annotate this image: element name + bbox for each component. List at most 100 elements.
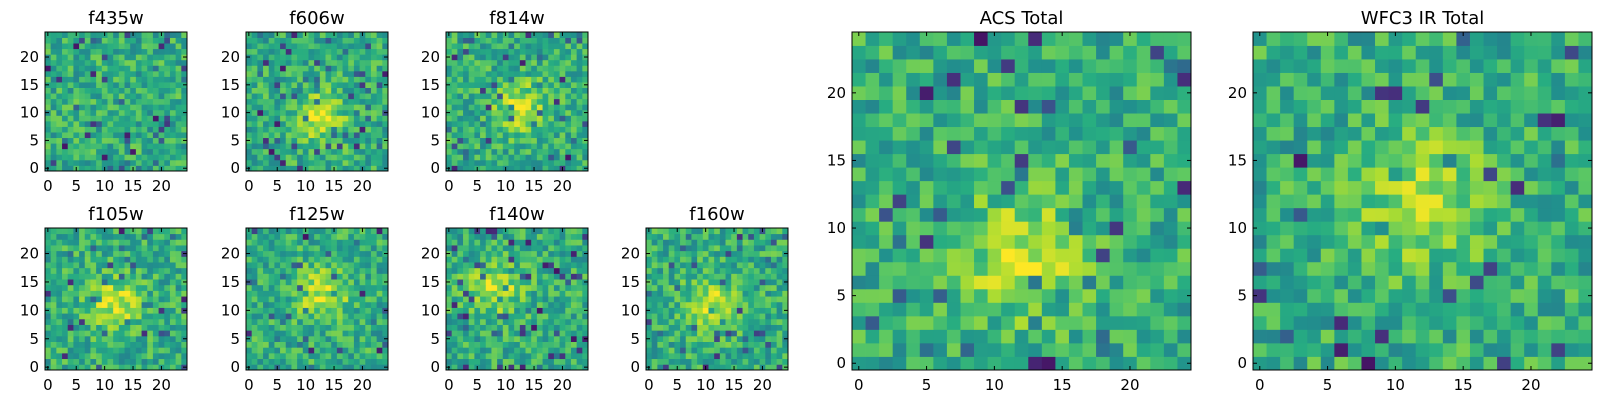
heatmap-cell <box>331 335 338 342</box>
heatmap-cell <box>118 262 125 269</box>
heatmap-cell <box>974 167 988 182</box>
heatmap-cell <box>84 98 91 105</box>
heatmap-cell <box>685 239 692 246</box>
heatmap-cell <box>668 262 675 269</box>
heatmap-cell <box>257 165 264 172</box>
heatmap-cell <box>79 352 86 360</box>
heatmap-cell <box>50 352 57 360</box>
heatmap-cell <box>45 115 52 122</box>
heatmap-cell <box>480 318 487 325</box>
heatmap-cell <box>152 262 159 269</box>
heatmap-cell <box>84 307 91 314</box>
heatmap-cell <box>468 98 475 105</box>
heatmap-cell <box>1041 315 1056 330</box>
heatmap-cell <box>257 98 264 105</box>
heatmap-cell <box>147 93 154 100</box>
heatmap-cell <box>274 37 281 44</box>
heatmap-cell <box>719 335 726 342</box>
heatmap-cell <box>463 54 470 61</box>
heatmap-cell <box>497 262 504 269</box>
heatmap-cell <box>353 284 360 291</box>
heatmap-cell <box>169 98 177 105</box>
heatmap-cell <box>485 48 492 55</box>
heatmap-cell <box>553 65 560 72</box>
heatmap-cell <box>342 154 349 161</box>
heatmap-cell <box>152 87 159 94</box>
heatmap-cell <box>62 290 69 297</box>
heatmap-cell <box>291 301 298 308</box>
heatmap-cell <box>297 98 304 105</box>
heatmap-cell <box>67 59 74 66</box>
heatmap-cell <box>56 120 63 127</box>
heatmap-cell <box>457 347 464 354</box>
heatmap-cell <box>56 273 63 280</box>
heatmap-cell <box>514 48 521 55</box>
heatmap-cell <box>101 335 108 342</box>
heatmap-cell <box>451 330 458 337</box>
heatmap-cell <box>308 284 315 291</box>
heatmap-cell <box>531 154 538 161</box>
heatmap-cell <box>525 296 532 303</box>
heatmap-cell <box>124 358 131 365</box>
heatmap-cell <box>1150 221 1165 236</box>
heatmap-cell <box>274 347 281 354</box>
heatmap-cell <box>101 262 108 269</box>
heatmap-cell <box>135 54 142 61</box>
heatmap-cell <box>1028 207 1043 222</box>
heatmap-cell <box>285 93 292 100</box>
heatmap-cell <box>101 148 108 155</box>
heatmap-cell <box>113 364 120 371</box>
heatmap-cell <box>45 296 52 303</box>
heatmap-cell <box>457 98 464 105</box>
heatmap-cell <box>45 330 52 337</box>
heatmap-cell <box>90 32 97 38</box>
heatmap-cell <box>536 364 543 371</box>
heatmap-cell <box>348 98 355 105</box>
heatmap-cell <box>865 234 880 249</box>
heatmap-cell <box>668 364 675 371</box>
heatmap-cell <box>719 233 726 240</box>
heatmap-cell <box>497 104 504 111</box>
heatmap-cell <box>502 245 509 252</box>
heatmap-cell <box>342 115 349 122</box>
heatmap-cell <box>576 54 583 61</box>
heatmap-cell <box>370 250 378 257</box>
heatmap-cell <box>263 273 270 280</box>
heatmap-cell <box>1150 248 1165 263</box>
heatmap-cell <box>297 250 304 257</box>
heatmap-cell <box>79 358 86 365</box>
heatmap-cell <box>365 290 372 297</box>
heatmap-cell <box>268 165 275 172</box>
heatmap-cell <box>508 143 515 150</box>
heatmap-cell <box>382 115 389 122</box>
heatmap-cell <box>582 98 589 105</box>
heatmap-cell <box>446 120 453 127</box>
heatmap-cell <box>582 104 589 111</box>
heatmap-cell <box>251 239 258 246</box>
heatmap-cell <box>714 290 721 297</box>
heatmap-cell <box>974 315 988 330</box>
heatmap-cell <box>536 324 543 331</box>
heatmap-cell <box>474 109 481 116</box>
heatmap-cell <box>370 245 378 252</box>
heatmap-cell <box>302 159 309 166</box>
heatmap-cell <box>765 284 772 291</box>
heatmap-cell <box>497 109 504 116</box>
heatmap-cell <box>1055 329 1070 344</box>
heatmap-cell <box>152 104 159 111</box>
heatmap-cell <box>291 82 298 88</box>
heatmap-cell <box>376 307 383 314</box>
heatmap-cell <box>45 65 52 72</box>
heatmap-cell <box>56 87 63 94</box>
heatmap-cell <box>742 347 749 354</box>
heatmap-cell <box>514 98 521 105</box>
heatmap-cell <box>370 115 378 122</box>
heatmap-cell <box>508 256 515 263</box>
heatmap-cell <box>365 233 372 240</box>
heatmap-cell <box>531 76 538 83</box>
heatmap-cell <box>570 159 578 166</box>
heatmap-cell <box>468 256 475 263</box>
heatmap-cell <box>748 364 755 371</box>
heatmap-cell <box>73 262 80 269</box>
heatmap-cell <box>325 284 332 291</box>
